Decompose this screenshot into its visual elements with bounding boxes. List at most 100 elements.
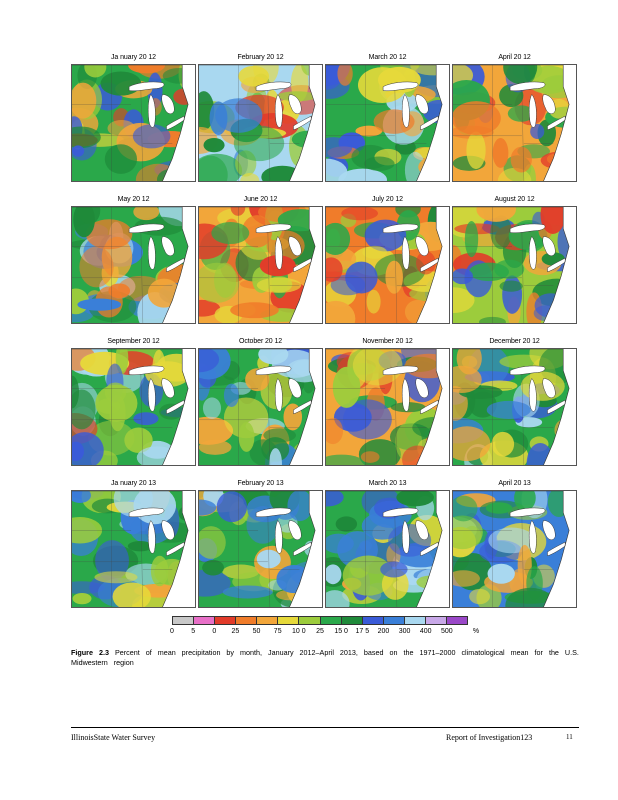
- legend-swatch: [447, 617, 468, 624]
- precipitation-map: [452, 490, 577, 608]
- map-graphic: [72, 65, 189, 181]
- map-graphic: [72, 349, 189, 465]
- map-graphic: [326, 65, 443, 181]
- legend-swatch: [341, 617, 363, 624]
- legend-swatch: [194, 617, 216, 624]
- legend-label: 25: [231, 628, 240, 635]
- panel-title: April 20 13: [498, 480, 531, 487]
- map-graphic: [72, 491, 189, 607]
- map-graphic: [326, 207, 443, 323]
- legend-label: 200: [377, 628, 390, 635]
- precipitation-map: [452, 64, 577, 182]
- panel-title: September 20 12: [107, 338, 160, 345]
- legend-label: 17 5: [355, 628, 370, 635]
- legend-label: %: [472, 628, 480, 635]
- legend-label: 15 0: [334, 628, 348, 635]
- map-panel: October 20 12: [198, 336, 323, 466]
- legend-label: 500: [441, 628, 453, 635]
- caption-text: Percent of mean precipitation by month, …: [71, 648, 579, 667]
- map-panel: February 20 12: [198, 52, 323, 182]
- legend-swatch: [173, 617, 195, 624]
- map-panel: July 20 12: [325, 194, 450, 324]
- footer-organization: IllinoisState Water Survey: [71, 733, 156, 742]
- legend-swatch: [425, 617, 448, 624]
- precipitation-map: [71, 64, 196, 182]
- footer-rule: [71, 727, 579, 728]
- legend-swatch: [236, 617, 258, 624]
- panel-title: May 20 12: [117, 196, 150, 203]
- precipitation-map: [71, 348, 196, 466]
- map-panel: February 20 13: [198, 478, 323, 608]
- map-graphic: [326, 349, 443, 465]
- panel-title: April 20 12: [498, 54, 531, 61]
- legend-swatch: [320, 617, 342, 624]
- map-graphic: [199, 207, 316, 323]
- panel-title: November 20 12: [362, 338, 413, 345]
- map-panel: Ja nuary 20 12: [71, 52, 196, 182]
- precipitation-map: [325, 490, 450, 608]
- panel-title: July 20 12: [372, 196, 403, 203]
- figure-grid: Ja nuary 20 12 February 20 12 March 20 12 A…: [71, 52, 579, 612]
- panel-title: February 20 13: [237, 480, 284, 487]
- map-graphic: [199, 491, 316, 607]
- map-graphic: [453, 65, 570, 181]
- legend-swatch: [299, 617, 321, 624]
- map-panel: August 20 12: [452, 194, 577, 324]
- figure-caption: Figure 2.3 Percent of mean precipitation…: [71, 648, 579, 668]
- precipitation-map: [198, 206, 323, 324]
- legend: 0 5 0 25 50 75 10 0 25 15 0 17 5 200 300 400 500%: [170, 616, 482, 642]
- precipitation-map: [325, 64, 450, 182]
- precipitation-map: [198, 348, 323, 466]
- map-graphic: [453, 207, 570, 323]
- precipitation-map: [198, 490, 323, 608]
- precipitation-map: [452, 348, 577, 466]
- map-panel: December 20 12: [452, 336, 577, 466]
- figure-label: Figure 2.3: [71, 648, 109, 657]
- legend-swatch: [278, 617, 300, 624]
- precipitation-map: [452, 206, 577, 324]
- panel-title: Ja nuary 20 12: [111, 54, 156, 61]
- legend-label: 50: [252, 628, 261, 635]
- legend-swatch: [383, 617, 405, 624]
- legend-swatch: [215, 617, 237, 624]
- map-panel: Ja nuary 20 13: [71, 478, 196, 608]
- legend-label: 25: [316, 628, 324, 635]
- map-graphic: [326, 491, 443, 607]
- panel-title: June 20 12: [243, 196, 278, 203]
- map-panel: April 20 13: [452, 478, 577, 608]
- map-graphic: [199, 65, 316, 181]
- map-panel: March 20 13: [325, 478, 450, 608]
- legend-label: 75: [273, 628, 282, 635]
- legend-color-bar: [172, 616, 468, 625]
- page-number: 11: [566, 733, 573, 741]
- map-panel: May 20 12: [71, 194, 196, 324]
- precipitation-map: [71, 206, 196, 324]
- legend-swatch: [362, 617, 384, 624]
- panel-title: August 20 12: [494, 196, 535, 203]
- map-panel: April 20 12: [452, 52, 577, 182]
- map-graphic: [199, 349, 316, 465]
- legend-labels: 0 5 0 25 50 75 10 0 25 15 0 17 5 200 300 400 500%: [170, 628, 482, 638]
- precipitation-map: [198, 64, 323, 182]
- map-graphic: [453, 491, 570, 607]
- legend-label: 0: [212, 628, 217, 635]
- map-panel: March 20 12: [325, 52, 450, 182]
- panel-title: October 20 12: [238, 338, 283, 345]
- legend-label: 0: [170, 628, 174, 635]
- panel-title: March 20 13: [368, 480, 407, 487]
- legend-swatch: [257, 617, 279, 624]
- legend-label: 300: [398, 628, 411, 635]
- panel-title: February 20 12: [237, 54, 284, 61]
- precipitation-map: [71, 490, 196, 608]
- panel-title: Ja nuary 20 13: [111, 480, 156, 487]
- map-panel: June 20 12: [198, 194, 323, 324]
- legend-swatch: [404, 617, 426, 624]
- map-panel: September 20 12: [71, 336, 196, 466]
- legend-label: 10 0: [292, 628, 306, 635]
- map-graphic: [72, 207, 189, 323]
- panel-title: March 20 12: [368, 54, 407, 61]
- map-graphic: [453, 349, 570, 465]
- precipitation-map: [325, 206, 450, 324]
- footer-report-title: Report of Investigation123: [446, 733, 533, 742]
- precipitation-map: [325, 348, 450, 466]
